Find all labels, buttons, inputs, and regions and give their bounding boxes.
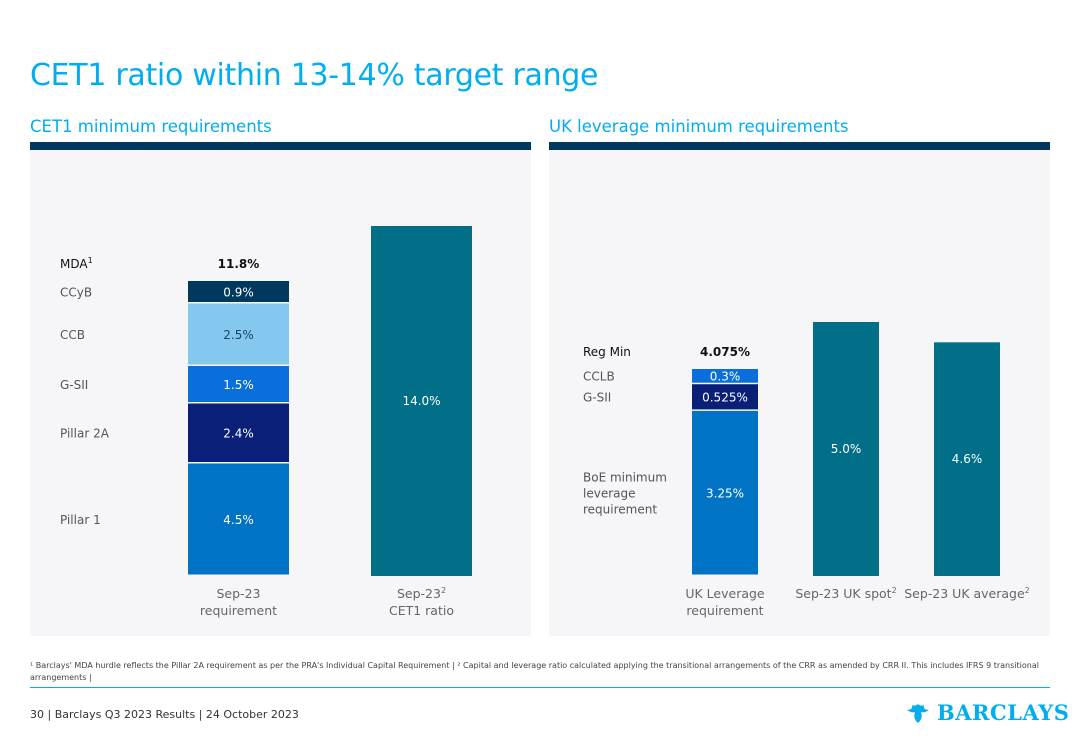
category-axis-label: Sep-23 — [217, 586, 261, 601]
stack-total-name-label: MDA1 — [60, 256, 93, 271]
footer-divider — [30, 687, 1050, 688]
stack-segment-bar — [692, 368, 758, 383]
page-title: CET1 ratio within 13-14% target range — [30, 58, 599, 93]
category-axis-label: Sep-232 — [397, 586, 446, 601]
stack-segment-bar — [188, 463, 289, 575]
category-axis-label: Sep-23 UK average2 — [904, 586, 1030, 601]
stack-segment-name-label: G-SII — [60, 378, 88, 392]
category-axis-label: Sep-23 UK spot2 — [795, 586, 896, 601]
value-bar — [934, 342, 1000, 576]
stack-segment-value-label: 0.3% — [710, 370, 741, 384]
cet1-chart-panel: 4.5% Pillar 1 2.4% Pillar 2A 1.5% G-SII 2.5% CC… — [30, 150, 531, 636]
value-bar — [813, 322, 879, 576]
category-axis-label-line2: requirement — [200, 603, 277, 618]
stack-segment-value-label: 2.4% — [223, 427, 254, 441]
bar-value-label: 5.0% — [831, 442, 862, 456]
stack-segment-name-label: G-SII — [583, 391, 611, 405]
stack-segment-name-label: CCyB — [60, 285, 92, 299]
stack-segment-value-label: 2.5% — [223, 328, 254, 342]
leverage-chart-panel: 3.25% BoE minimum leverage requirement 0.525… — [549, 150, 1050, 636]
stack-total-value-label: 11.8% — [218, 257, 260, 271]
stack-segment-bar — [188, 403, 289, 462]
bar-value-label: 4.6% — [952, 452, 983, 466]
bar-value-label: 14.0% — [402, 394, 440, 408]
stack-segment-value-label: 4.5% — [223, 513, 254, 527]
stack-segment-name-label: CCLB — [583, 370, 615, 384]
cet1-section-title: CET1 minimum requirements — [30, 117, 272, 136]
footer-page-info: 30 | Barclays Q3 2023 Results | 24 Octob… — [30, 708, 299, 721]
stack-segment-name-label: CCB — [60, 328, 85, 342]
stack-segment-bar — [692, 384, 758, 410]
stack-segment-value-label: 0.525% — [702, 391, 748, 405]
stack-segment-bar — [188, 366, 289, 402]
stack-total-value-label: 4.075% — [700, 345, 750, 359]
category-axis-label: UK Leverage — [685, 586, 765, 601]
logo-wordmark: BARCLAYS — [937, 700, 1070, 725]
stack-segment-name-label: Pillar 1 — [60, 513, 101, 527]
leverage-chart: 3.25% BoE minimum leverage requirement 0.525… — [583, 322, 1030, 618]
cet1-section-divider — [30, 142, 531, 150]
cet1-chart: 4.5% Pillar 1 2.4% Pillar 2A 1.5% G-SII 2.5% CC… — [60, 226, 472, 618]
eagle-icon — [907, 703, 929, 723]
stack-segment-bar — [692, 410, 758, 575]
category-axis-label-line2: CET1 ratio — [389, 603, 454, 618]
leverage-section-title: UK leverage minimum requirements — [549, 117, 849, 136]
stack-segment-name-label: Pillar 2A — [60, 427, 110, 441]
footnote: ¹ Barclays' MDA hurdle reflects the Pill… — [30, 661, 1039, 682]
stack-total-name-label: Reg Min — [583, 345, 631, 359]
stack-segment-value-label: 1.5% — [223, 378, 254, 392]
barclays-logo: BARCLAYS — [905, 700, 1069, 725]
value-bar — [371, 226, 472, 576]
stack-segment-name-label: BoE minimum leverage requirement — [583, 470, 667, 516]
leverage-section-divider — [549, 142, 1050, 150]
category-axis-label-line2: requirement — [686, 603, 763, 618]
stack-segment-bar — [188, 281, 289, 302]
stack-segment-bar — [188, 303, 289, 365]
stack-segment-value-label: 3.25% — [706, 486, 744, 500]
stack-segment-value-label: 0.9% — [223, 285, 254, 299]
